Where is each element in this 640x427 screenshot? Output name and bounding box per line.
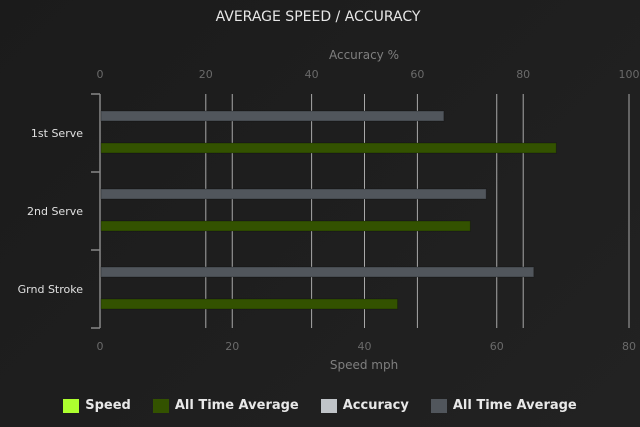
chart-title: AVERAGE SPEED / ACCURACY (216, 9, 421, 25)
category-label: 1st Serve (31, 127, 83, 140)
bottom-tick-label: 80 (622, 340, 636, 353)
legend-swatch (320, 398, 337, 413)
bottom-tick-label: 60 (490, 340, 504, 353)
top-tick-label: 60 (410, 68, 424, 81)
top-tick-label: 0 (97, 68, 104, 81)
accuracy-all-time-average-bar (100, 110, 445, 122)
legend-item[interactable]: Speed (63, 398, 131, 413)
bottom-tick-label: 20 (225, 340, 239, 353)
legend-label: All Time Average (452, 398, 577, 413)
legend-label: Speed (85, 398, 131, 413)
legend-item[interactable]: Accuracy (320, 398, 409, 413)
legend-swatch (430, 398, 447, 413)
category-label: 2nd Serve (27, 205, 83, 218)
bottom-tick-label: 0 (97, 340, 104, 353)
legend: Speed All Time Average Accuracy All Time Av… (0, 398, 640, 413)
top-tick-label: 40 (305, 68, 319, 81)
top-axis-title: Accuracy % (329, 48, 399, 62)
legend-item[interactable]: All Time Average (430, 398, 577, 413)
legend-label: Accuracy (342, 398, 409, 413)
legend-swatch (63, 398, 80, 413)
top-tick-label: 20 (199, 68, 213, 81)
accuracy-all-time-average-bar (100, 266, 535, 278)
category-label: Grnd Stroke (18, 283, 84, 296)
speed-all-time-average-bar (100, 220, 471, 232)
speed-all-time-average-bar (100, 298, 399, 310)
top-tick-label: 80 (516, 68, 530, 81)
accuracy-all-time-average-bar (100, 188, 487, 200)
legend-item[interactable]: All Time Average (152, 398, 299, 413)
legend-label: All Time Average (174, 398, 299, 413)
bottom-axis-title: Speed mph (330, 358, 398, 372)
top-tick-label: 100 (619, 68, 640, 81)
speed-all-time-average-bar (100, 142, 557, 154)
legend-swatch (152, 398, 169, 413)
bottom-tick-label: 40 (358, 340, 372, 353)
